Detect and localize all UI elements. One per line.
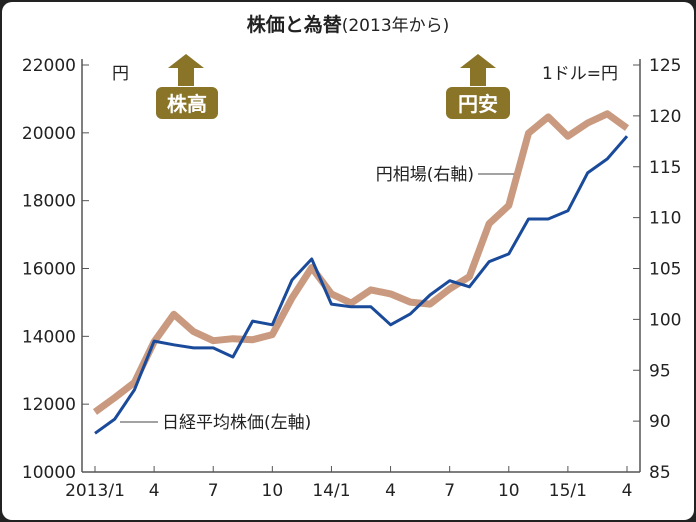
x-tick-label: 7: [444, 481, 455, 501]
x-tick-label: 10: [498, 481, 520, 501]
x-tick-label: 14/1: [312, 481, 350, 501]
arrow-up-icon: [460, 54, 496, 86]
right-tick-label: 110: [649, 209, 681, 229]
right-axis-unit: 1ドル=円: [542, 64, 618, 84]
right-tick-label: 115: [649, 158, 681, 178]
title-sub: (2013年から): [341, 16, 450, 36]
right-tick-label: 90: [649, 412, 671, 432]
left-tick-label: 14000: [22, 327, 76, 347]
right-tick-label: 120: [649, 107, 681, 127]
left-tick-label: 12000: [22, 395, 76, 415]
nikkei-series-line: [94, 135, 629, 435]
x-tick-label: 4: [622, 481, 633, 501]
right-tick-label: 85: [649, 463, 671, 483]
right-tick-label: 105: [649, 260, 681, 280]
left-tick-label: 10000: [22, 463, 76, 483]
x-tick-label: 7: [208, 481, 219, 501]
x-tick-label: 15/1: [549, 481, 587, 501]
badge-stock-up: 株高: [156, 54, 218, 119]
right-tick-label: 100: [649, 310, 681, 330]
title-main: 株価と為替: [246, 14, 342, 36]
left-tick-label: 18000: [22, 192, 76, 212]
badge-stock-up-label: 株高: [167, 92, 207, 116]
x-tick-label: 2013/1: [65, 481, 125, 501]
x-tick-label: 10: [262, 481, 284, 501]
right-tick-label: 95: [649, 361, 671, 381]
yen-series-line: [92, 110, 630, 415]
left-tick-label: 20000: [22, 124, 76, 144]
x-tick-label: 4: [385, 481, 396, 501]
badge-yen-weak: 円安: [446, 54, 510, 119]
arrow-up-icon: [168, 54, 204, 86]
left-axis-unit: 円: [112, 64, 129, 84]
left-tick-label: 22000: [22, 56, 76, 76]
series-label-nikkei: 日経平均株価(左軸): [162, 413, 311, 433]
chart-title: 株価と為替(2013年から): [2, 10, 694, 37]
badge-yen-weak-label: 円安: [458, 92, 498, 116]
left-tick-label: 16000: [22, 260, 76, 280]
x-tick-label: 4: [149, 481, 160, 501]
series-label-yen: 円相場(右軸): [376, 165, 474, 185]
right-tick-label: 125: [649, 56, 681, 76]
